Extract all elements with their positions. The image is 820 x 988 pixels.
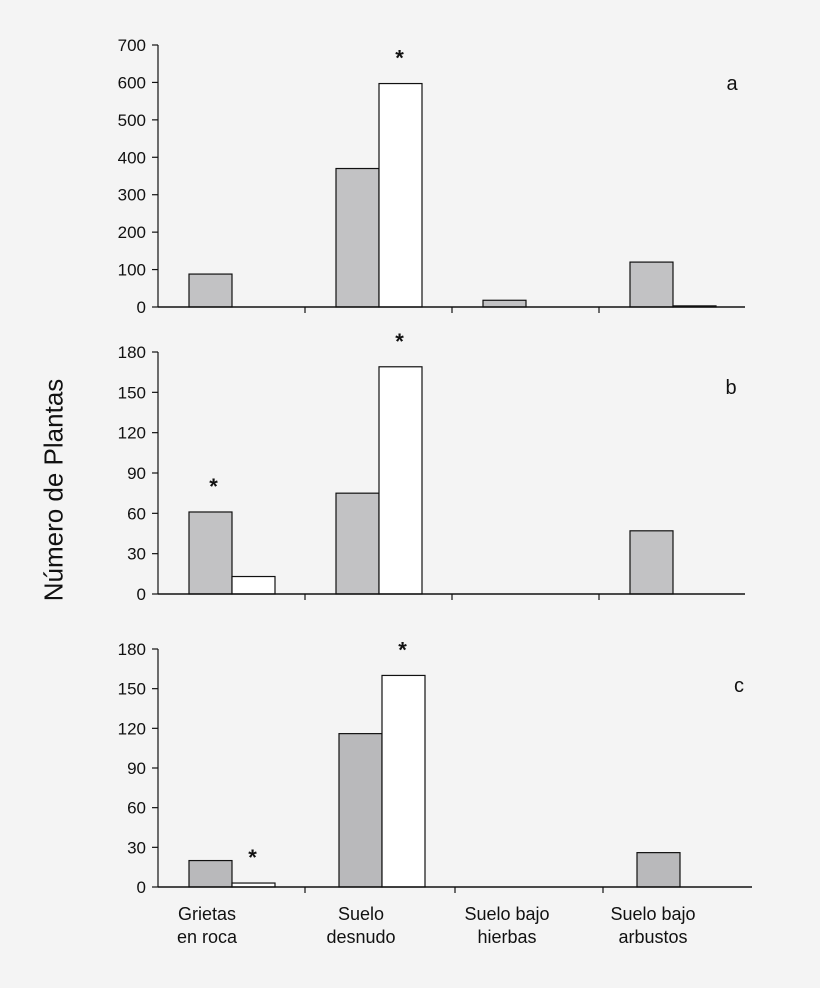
y-tick-label: 400	[118, 148, 146, 167]
bar-c-series1-cat1	[188, 859, 233, 888]
y-tick-label: 0	[137, 585, 146, 604]
y-tick-label: 150	[118, 680, 146, 699]
bar-b-series2-cat2	[378, 366, 423, 595]
bar-a-series1-cat4	[629, 261, 674, 308]
bar-a-series1-cat1	[188, 273, 233, 308]
panel-b: 0 30 60 90 120 150 180 * * b	[118, 329, 745, 604]
bar-b-series1-cat4	[629, 530, 674, 595]
category-label-line: arbustos	[618, 927, 688, 947]
bar-a-series1-cat2	[335, 167, 380, 308]
panel-a: 0 100 200 300 400 500 600 700 * a	[118, 36, 745, 317]
bar-b-series2-cat1	[231, 575, 276, 595]
panel-c: 0 30 60 90 120 150 180 * * c	[118, 637, 752, 897]
y-tick-label: 0	[137, 298, 146, 317]
y-axis-label: Número de Plantas	[38, 378, 69, 602]
bar-b-series1-cat1	[188, 511, 233, 595]
category-label-line: en roca	[176, 927, 238, 947]
y-tick-label: 90	[127, 464, 146, 483]
y-tick-label: 120	[118, 719, 146, 738]
y-tick-label: 120	[118, 424, 146, 443]
y-tick-label: 600	[118, 73, 146, 92]
bar-c-series1-cat2	[338, 733, 383, 888]
category-label-suelo-desnudo: Suelo desnudo	[281, 903, 441, 949]
y-tick-label: 180	[118, 640, 146, 659]
y-tick-label: 700	[118, 36, 146, 55]
category-label-line: Grietas	[177, 904, 237, 924]
significance-asterisk: *	[209, 474, 218, 499]
panel-label: a	[726, 73, 738, 95]
bar-c-series2-cat2	[381, 674, 426, 888]
panel-label: c	[734, 675, 744, 697]
bar-a-series1-cat3	[482, 299, 527, 308]
y-tick-label: 0	[137, 878, 146, 897]
significance-asterisk: *	[395, 329, 404, 354]
category-label-suelo-arbustos: Suelo bajo arbustos	[573, 903, 733, 949]
y-tick-label: 180	[118, 343, 146, 362]
category-label-line: Suelo	[337, 904, 385, 924]
significance-asterisk: *	[395, 46, 404, 71]
y-tick-label: 60	[127, 799, 146, 818]
bar-a-series2-cat2	[378, 82, 423, 308]
bar-b-series1-cat2	[335, 492, 380, 595]
category-label-grietas: Grietas en roca	[127, 903, 287, 949]
category-label-suelo-hierbas: Suelo bajo hierbas	[427, 903, 587, 949]
y-tick-label: 300	[118, 186, 146, 205]
y-tick-label: 90	[127, 759, 146, 778]
significance-asterisk: *	[248, 845, 257, 870]
y-tick-label: 150	[118, 383, 146, 402]
panel-label: b	[725, 377, 736, 399]
category-label-line: desnudo	[326, 927, 396, 947]
y-tick-label: 100	[118, 261, 146, 280]
y-tick-label: 30	[127, 838, 146, 857]
y-tick-label: 60	[127, 504, 146, 523]
y-tick-label: 500	[118, 111, 146, 130]
y-tick-label: 30	[127, 545, 146, 564]
category-label-line: Suelo bajo	[464, 904, 550, 924]
category-label-line: hierbas	[477, 927, 537, 947]
bar-c-series1-cat4	[636, 852, 681, 888]
y-tick-label: 200	[118, 223, 146, 242]
significance-asterisk: *	[398, 637, 407, 662]
category-label-line: Suelo bajo	[610, 904, 696, 924]
